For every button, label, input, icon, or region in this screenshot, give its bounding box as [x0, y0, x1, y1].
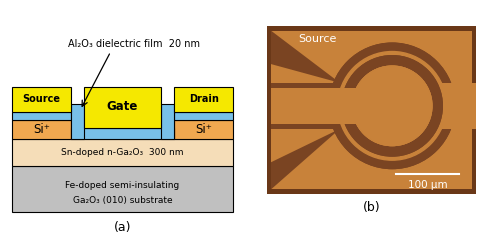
Text: (b): (b) — [362, 201, 380, 214]
FancyBboxPatch shape — [12, 139, 233, 166]
FancyBboxPatch shape — [271, 88, 365, 124]
Circle shape — [330, 43, 455, 169]
Polygon shape — [271, 129, 340, 190]
Text: Sn-doped n-Ga₂O₃  300 nm: Sn-doped n-Ga₂O₃ 300 nm — [61, 148, 184, 157]
Circle shape — [352, 66, 432, 146]
Circle shape — [342, 56, 442, 156]
Text: 100 μm: 100 μm — [408, 180, 448, 190]
Polygon shape — [271, 31, 340, 83]
Text: Drain: Drain — [382, 99, 414, 112]
FancyBboxPatch shape — [267, 26, 476, 194]
Text: Al₂O₃ dielectric film  20 nm: Al₂O₃ dielectric film 20 nm — [68, 39, 200, 49]
FancyBboxPatch shape — [392, 83, 475, 129]
Text: Drain: Drain — [188, 94, 218, 104]
FancyBboxPatch shape — [174, 87, 233, 112]
FancyBboxPatch shape — [71, 104, 84, 139]
FancyBboxPatch shape — [84, 87, 162, 128]
Text: Si⁺: Si⁺ — [33, 123, 50, 136]
FancyBboxPatch shape — [271, 83, 380, 129]
Circle shape — [342, 56, 442, 156]
Circle shape — [352, 66, 432, 146]
FancyBboxPatch shape — [174, 112, 233, 121]
Circle shape — [352, 66, 432, 146]
Text: Ga₂O₃ (010) substrate: Ga₂O₃ (010) substrate — [72, 196, 172, 205]
FancyBboxPatch shape — [271, 31, 471, 190]
Circle shape — [342, 56, 442, 156]
Text: Fe-doped semi-insulating: Fe-doped semi-insulating — [66, 181, 180, 190]
Text: Si⁺: Si⁺ — [195, 123, 212, 136]
FancyBboxPatch shape — [174, 121, 233, 139]
Text: (a): (a) — [114, 221, 131, 234]
Circle shape — [338, 52, 446, 160]
FancyBboxPatch shape — [12, 112, 71, 121]
FancyBboxPatch shape — [71, 128, 174, 139]
Text: Gate: Gate — [294, 99, 322, 112]
FancyBboxPatch shape — [12, 121, 71, 139]
Circle shape — [338, 52, 446, 160]
Circle shape — [352, 66, 432, 146]
FancyBboxPatch shape — [162, 104, 174, 139]
FancyBboxPatch shape — [12, 166, 233, 212]
Text: Source: Source — [298, 34, 337, 44]
Text: Gate: Gate — [107, 100, 138, 113]
FancyBboxPatch shape — [12, 87, 71, 112]
Text: Source: Source — [22, 94, 60, 104]
FancyBboxPatch shape — [271, 88, 365, 124]
Circle shape — [330, 43, 455, 169]
